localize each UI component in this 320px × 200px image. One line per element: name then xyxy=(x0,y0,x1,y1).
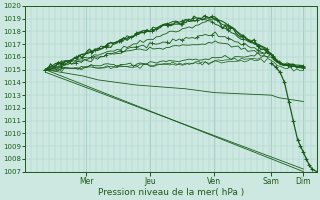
X-axis label: Pression niveau de la mer( hPa ): Pression niveau de la mer( hPa ) xyxy=(98,188,244,197)
